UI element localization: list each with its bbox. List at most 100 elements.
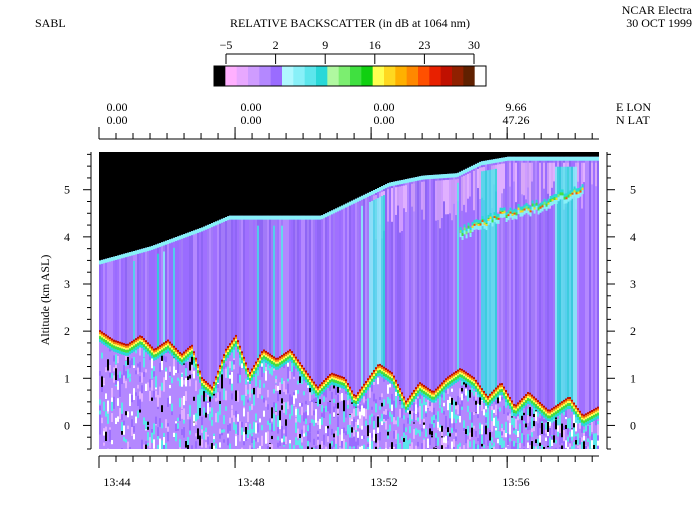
heatmap-cell (187, 448, 189, 449)
heatmap-cell (289, 355, 291, 359)
heatmap-cell (549, 427, 551, 434)
heatmap-cell (111, 401, 113, 411)
heatmap-cell (159, 418, 161, 427)
heatmap-cell (145, 346, 147, 350)
heatmap-cell (517, 411, 519, 415)
heatmap-cell (449, 418, 451, 428)
heatmap-cell (437, 388, 439, 391)
heatmap-cell (345, 442, 347, 449)
heatmap-cell (501, 157, 503, 162)
heatmap-cell (335, 375, 337, 449)
heatmap-cell (195, 359, 197, 362)
heatmap-cell (313, 215, 315, 220)
heatmap-cell (519, 210, 522, 213)
heatmap-cell (267, 215, 269, 220)
heatmap-cell (289, 439, 291, 444)
heatmap-cell (527, 415, 529, 423)
heatmap-cell (499, 441, 501, 449)
heatmap-cell (259, 363, 261, 367)
heatmap-cell (315, 388, 317, 391)
heatmap-cell (187, 232, 189, 237)
heatmap-cell (121, 351, 123, 355)
heatmap-cell (235, 410, 237, 418)
heatmap-cell (501, 384, 503, 449)
heatmap-cell (419, 391, 421, 399)
heatmap-cell (525, 156, 527, 161)
heatmap-cell (549, 437, 551, 448)
heatmap-cell (345, 381, 347, 384)
heatmap-cell (501, 157, 503, 385)
heatmap-cell (301, 370, 303, 374)
heatmap-cell (369, 201, 371, 449)
heatmap-cell (207, 224, 209, 384)
heatmap-cell (547, 198, 550, 202)
heatmap-cell (201, 425, 203, 430)
heatmap-cell (303, 368, 305, 449)
heatmap-cell (559, 404, 561, 407)
heatmap-cell (309, 392, 311, 402)
heatmap-cell (195, 363, 197, 367)
heatmap-cell (143, 417, 145, 425)
heatmap-cell (101, 352, 103, 359)
heatmap-cell (571, 403, 573, 406)
heatmap-cell (201, 227, 203, 232)
heatmap-cell (231, 409, 233, 418)
heatmap-cell (555, 156, 557, 161)
heatmap-cell (399, 180, 401, 390)
heatmap-cell (353, 418, 355, 427)
heatmap-cell (431, 174, 433, 392)
heatmap-cell (287, 351, 289, 449)
heatmap-cell (221, 368, 223, 372)
heatmap-cell (475, 443, 477, 449)
heatmap-cell (467, 425, 469, 436)
heatmap-cell (295, 358, 297, 361)
heatmap-cell (569, 196, 572, 201)
heatmap-cell (243, 362, 245, 366)
heatmap-cell (189, 351, 191, 355)
heatmap-cell (495, 168, 497, 449)
heatmap-cell (123, 372, 125, 384)
heatmap-cell (399, 394, 401, 398)
heatmap-cell (391, 442, 393, 449)
heatmap-cell (545, 413, 547, 417)
heatmap-cell (177, 423, 179, 429)
heatmap-cell (437, 386, 439, 389)
heatmap-cell (577, 448, 579, 449)
heatmap-cell (391, 373, 393, 449)
heatmap-cell (435, 432, 437, 439)
heatmap-cell (503, 388, 505, 391)
heatmap-cell (337, 376, 339, 379)
heatmap-cell (587, 414, 589, 417)
heatmap-cell (261, 215, 263, 220)
heatmap-cell (557, 419, 559, 425)
heatmap-cell (511, 156, 513, 161)
heatmap-cell (535, 205, 538, 210)
heatmap-cell (205, 225, 207, 382)
heatmap-cell (377, 421, 379, 433)
heatmap-cell (529, 212, 532, 217)
heatmap-cell (307, 377, 309, 380)
heatmap-cell (345, 388, 347, 392)
heatmap-cell (427, 388, 429, 449)
heatmap-cell (567, 406, 569, 410)
heatmap-cell (415, 391, 417, 394)
heatmap-cell (289, 358, 291, 362)
heatmap-cell (103, 401, 105, 411)
heatmap-cell (305, 432, 307, 437)
heatmap-cell (215, 413, 217, 423)
heatmap-cell (367, 425, 369, 437)
heatmap-cell (459, 368, 461, 371)
heatmap-cell (343, 204, 345, 378)
heatmap-cell (489, 212, 492, 216)
heatmap-cell (385, 372, 387, 375)
heatmap-cell (517, 210, 520, 215)
heatmap-cell (211, 390, 213, 393)
heatmap-cell (445, 422, 447, 429)
heatmap-cell (345, 383, 347, 386)
heatmap-cell (121, 348, 123, 352)
heatmap-cell (425, 387, 427, 449)
heatmap-cell (575, 194, 578, 199)
heatmap-cell (517, 430, 519, 437)
heatmap-cell (313, 438, 315, 445)
heatmap-cell (447, 385, 449, 389)
